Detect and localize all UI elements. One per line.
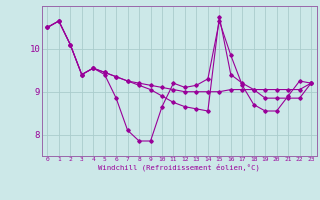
- X-axis label: Windchill (Refroidissement éolien,°C): Windchill (Refroidissement éolien,°C): [98, 164, 260, 171]
